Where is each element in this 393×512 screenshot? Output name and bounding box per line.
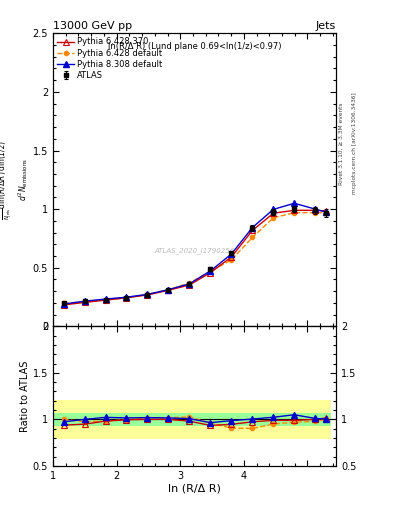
Text: Rivet 3.1.10, ≥ 3.3M events: Rivet 3.1.10, ≥ 3.3M events (339, 102, 344, 185)
Pythia 8.308 default (250, 224, 255, 230)
Text: 13000 GeV pp: 13000 GeV pp (53, 21, 132, 31)
Pythia 6.428 370 (208, 270, 213, 276)
Text: ATLAS_2020_I1790256: ATLAS_2020_I1790256 (154, 247, 235, 253)
Legend: Pythia 6.428 370, Pythia 6.428 default, Pythia 8.308 default, ATLAS: Pythia 6.428 370, Pythia 6.428 default, … (55, 36, 164, 81)
Pythia 6.428 370 (313, 207, 318, 214)
Pythia 6.428 default (323, 209, 328, 216)
Pythia 6.428 370 (61, 302, 66, 308)
Pythia 8.308 default (292, 200, 297, 206)
Pythia 6.428 370 (166, 287, 171, 293)
Pythia 6.428 default (271, 215, 276, 221)
Line: Pythia 6.428 default: Pythia 6.428 default (61, 210, 328, 306)
Y-axis label: Ratio to ATLAS: Ratio to ATLAS (20, 360, 30, 432)
Pythia 6.428 default (313, 209, 318, 216)
Pythia 8.308 default (61, 301, 66, 307)
Pythia 8.308 default (166, 287, 171, 293)
Line: Pythia 8.308 default: Pythia 8.308 default (61, 201, 329, 307)
Pythia 8.308 default (229, 251, 234, 257)
Pythia 6.428 default (82, 298, 87, 305)
Pythia 6.428 370 (103, 297, 108, 303)
Pythia 6.428 370 (187, 282, 192, 288)
Text: Jets: Jets (316, 21, 336, 31)
Pythia 6.428 370 (82, 300, 87, 306)
Pythia 8.308 default (124, 294, 129, 300)
Pythia 6.428 default (61, 301, 66, 307)
Text: ln(R/Δ R) (Lund plane 0.69<ln(1/z)<0.97): ln(R/Δ R) (Lund plane 0.69<ln(1/z)<0.97) (108, 42, 281, 51)
Pythia 6.428 370 (229, 254, 234, 260)
Pythia 6.428 370 (250, 227, 255, 233)
Pythia 6.428 370 (271, 210, 276, 216)
Pythia 6.428 default (229, 257, 234, 263)
Pythia 6.428 default (250, 234, 255, 241)
Pythia 8.308 default (103, 296, 108, 302)
Pythia 8.308 default (323, 209, 328, 215)
Pythia 6.428 370 (124, 295, 129, 301)
Pythia 6.428 370 (323, 208, 328, 214)
Y-axis label: $\frac{1}{N_\mathrm{jets}}\mathrm{d}\ln(R/\Delta R)\,\mathrm{d}\ln(1/z)$
$d^2 N_: $\frac{1}{N_\mathrm{jets}}\mathrm{d}\ln(… (0, 140, 30, 220)
Pythia 8.308 default (82, 298, 87, 304)
Pythia 6.428 default (208, 268, 213, 274)
Pythia 8.308 default (145, 291, 150, 297)
Pythia 8.308 default (313, 206, 318, 212)
Pythia 8.308 default (271, 206, 276, 212)
Pythia 6.428 default (166, 287, 171, 293)
Pythia 6.428 default (292, 209, 297, 216)
Pythia 6.428 default (103, 297, 108, 303)
Pythia 6.428 370 (292, 207, 297, 214)
Pythia 8.308 default (187, 281, 192, 287)
X-axis label: ln (R/Δ R): ln (R/Δ R) (168, 483, 221, 494)
Line: Pythia 6.428 370: Pythia 6.428 370 (61, 207, 329, 308)
Pythia 6.428 370 (145, 292, 150, 298)
Pythia 6.428 default (145, 291, 150, 297)
Pythia 8.308 default (208, 268, 213, 274)
Pythia 6.428 default (124, 295, 129, 301)
Text: mcplots.cern.ch [arXiv:1306.3436]: mcplots.cern.ch [arXiv:1306.3436] (352, 93, 357, 194)
Pythia 6.428 default (187, 280, 192, 286)
